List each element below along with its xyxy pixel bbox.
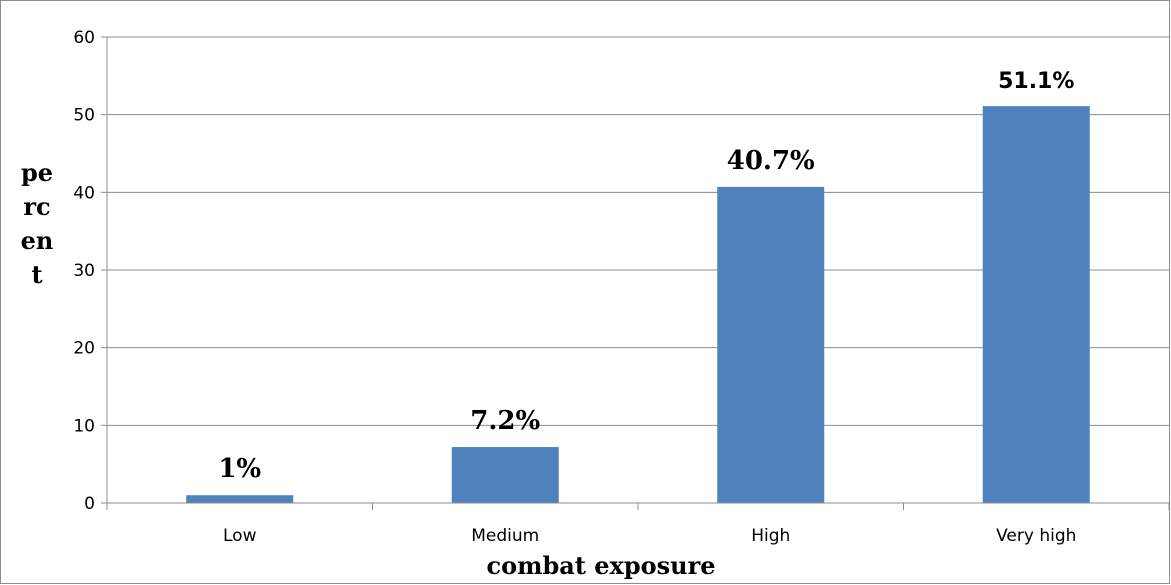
- bar-low: [186, 495, 294, 503]
- data-label: 40.7%: [727, 146, 815, 176]
- data-label: 1%: [218, 454, 261, 484]
- data-labels: 1% 7.2% 40.7% 51.1%: [218, 69, 1074, 484]
- x-tick-label: Medium: [471, 526, 539, 546]
- x-axis-label: combat exposure: [486, 551, 716, 580]
- y-tick-label: 40: [73, 183, 95, 203]
- y-tick-label: 50: [73, 106, 95, 126]
- bars: [186, 106, 1090, 503]
- x-tick-label: Low: [223, 526, 257, 546]
- y-tick-labels: 0 10 20 30 40 50 60: [73, 28, 95, 514]
- bar-very-high: [982, 106, 1090, 503]
- x-tick-label: High: [751, 526, 790, 546]
- y-tick-label: 0: [84, 494, 95, 514]
- x-category-labels: Low Medium High Very high: [223, 526, 1076, 546]
- y-tick-label: 60: [73, 28, 95, 48]
- y-tick-label: 10: [73, 416, 95, 436]
- bar-high: [717, 186, 825, 503]
- y-tick-label: 20: [73, 339, 95, 359]
- data-label: 7.2%: [470, 406, 540, 436]
- x-tick-label: Very high: [996, 526, 1076, 546]
- y-tick-label: 30: [73, 261, 95, 281]
- axes: [101, 36, 1169, 510]
- data-label: 51.1%: [998, 69, 1074, 94]
- y-axis-label: percent: [20, 158, 54, 289]
- bar-medium: [451, 447, 559, 503]
